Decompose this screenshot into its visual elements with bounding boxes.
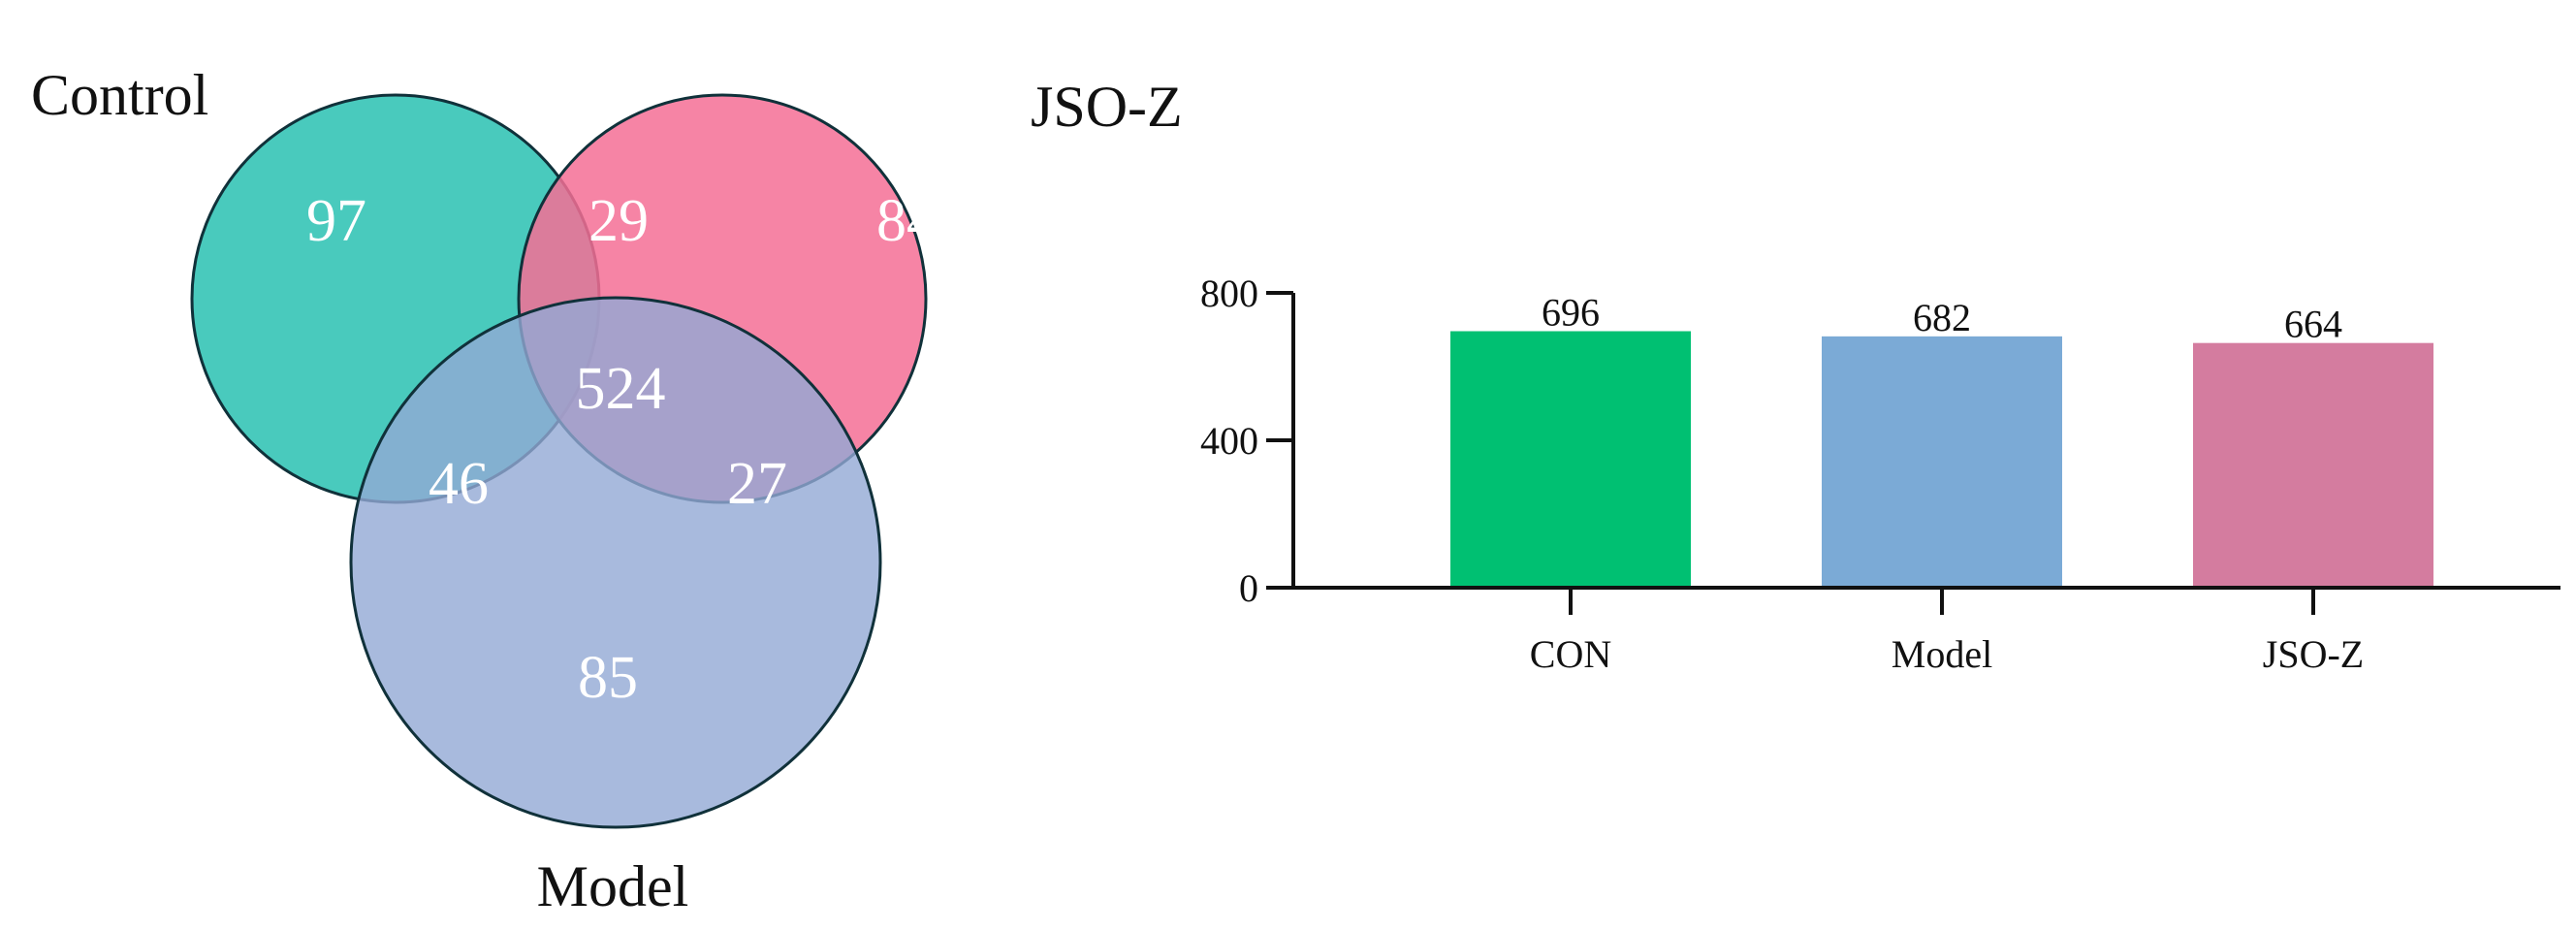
venn-diagram: Control JSO-Z Model 97 29 84 524 46 27 8… [31, 63, 1183, 918]
venn-count-model-only: 85 [578, 645, 638, 711]
y-tick-label: 400 [1200, 419, 1258, 463]
x-tick-label: Model [1892, 632, 1992, 676]
venn-count-control-model: 46 [429, 451, 489, 517]
venn-label-control: Control [31, 63, 208, 127]
y-tick-label: 0 [1239, 566, 1258, 610]
bar-data-labels: 696 682 664 [1542, 291, 2342, 346]
y-tick-label: 800 [1200, 272, 1258, 315]
bars [1450, 331, 2433, 588]
x-tick-label: JSO-Z [2263, 632, 2364, 676]
venn-count-all-three: 524 [576, 356, 666, 422]
venn-label-model: Model [537, 854, 689, 918]
venn-count-jsoz-model: 27 [727, 451, 787, 517]
bar-data-label: 664 [2284, 303, 2342, 346]
venn-circle-model [349, 296, 882, 829]
x-tick-label: CON [1530, 632, 1611, 676]
x-axis-ticks: CON Model JSO-Z [1530, 588, 2364, 676]
bar-data-label: 696 [1542, 291, 1600, 335]
bar-data-label: 682 [1913, 296, 1971, 339]
bar-con [1450, 331, 1691, 588]
venn-count-control-only: 97 [306, 188, 366, 254]
venn-count-jsoz-only: 84 [876, 188, 937, 254]
venn-label-jsoz: JSO-Z [1031, 75, 1183, 139]
bar-model [1822, 336, 2062, 588]
bar-jso-z [2193, 342, 2433, 588]
bar-chart: 696 682 664 0 400 800 CON Model JSO-Z [1200, 272, 2560, 676]
y-axis-ticks: 0 400 800 [1200, 272, 1293, 610]
venn-count-control-jsoz: 29 [588, 188, 649, 254]
